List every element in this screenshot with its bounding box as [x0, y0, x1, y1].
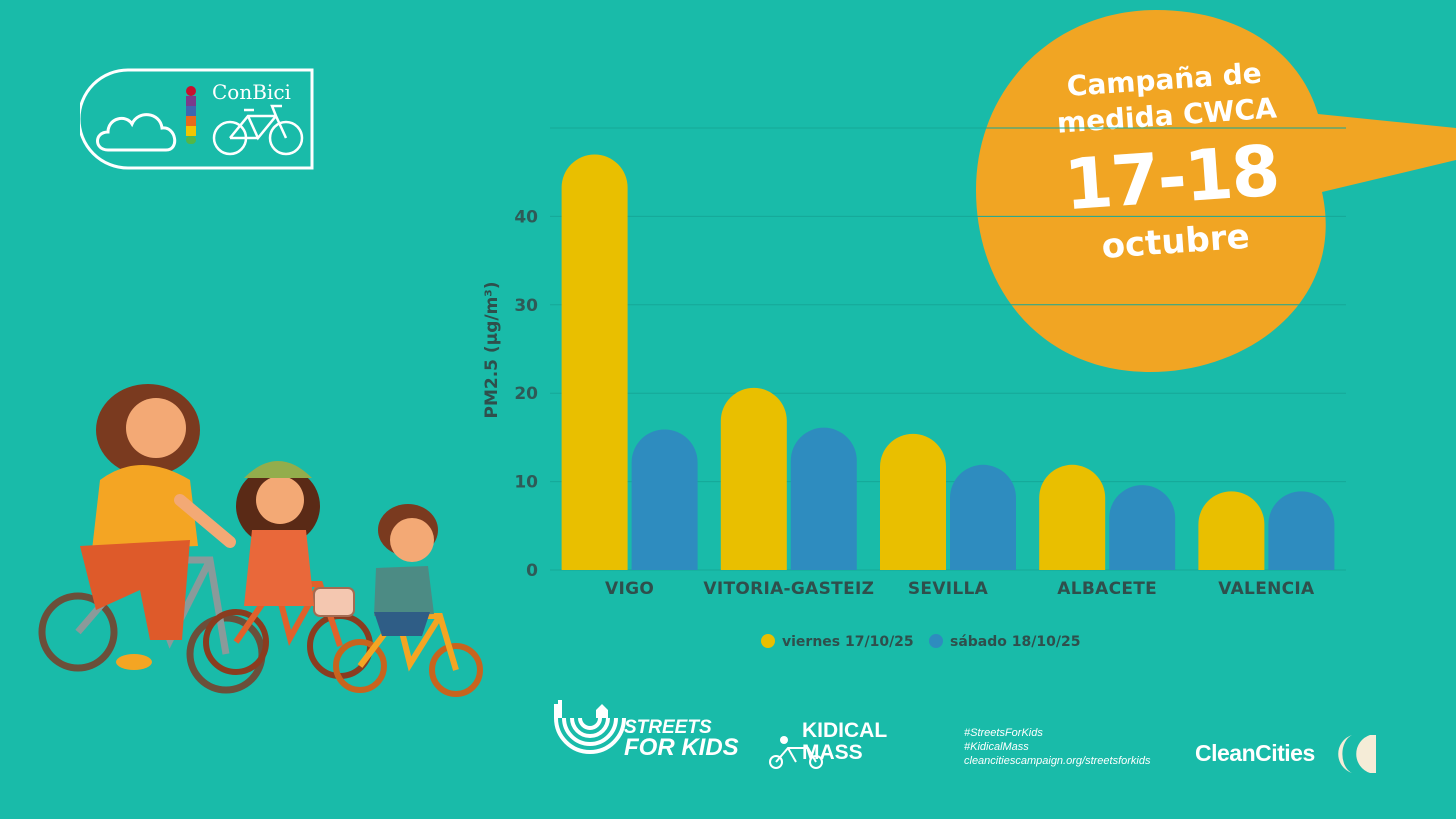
y-axis-label: PM2.5 (µg/m³)	[482, 282, 502, 419]
category-labels: VIGO VITORIA-GASTEIZ SEVILLA ALBACETE VALENC…	[605, 579, 1315, 599]
y-tick-label-3: 30	[514, 296, 538, 316]
kidical-line2: MASS	[802, 741, 863, 764]
x-category-label-0: VIGO	[605, 579, 654, 599]
bar-vitoria-gasteiz-viernes	[720, 387, 787, 570]
x-category-label-2: SEVILLA	[908, 579, 989, 599]
bicycle-icon	[212, 104, 304, 156]
x-category-label-4: VALENCIA	[1218, 579, 1315, 599]
cloud-icon	[96, 113, 177, 152]
streets-for-kids-text: STREETS FOR KIDS	[624, 717, 739, 761]
legend-label-0: viernes 17/10/25	[782, 634, 914, 650]
pm25-bar-chart: 0 10 20 30 40 VIGO VITORIA-GASTEIZ SEVILLA ALBA…	[482, 127, 1346, 650]
streets-line2: FOR KIDS	[624, 734, 739, 761]
bar-valencia-sabado	[1268, 491, 1335, 570]
city-skyline-icon	[554, 700, 608, 718]
bar-valencia-viernes	[1198, 491, 1265, 570]
campaign-bubble	[976, 10, 1456, 372]
brand-logo-text: ConBici	[212, 80, 291, 104]
legend: viernes 17/10/25 sábado 18/10/25	[761, 634, 1080, 650]
hashtag-kidicalmass: #KidicalMass	[964, 741, 1029, 753]
bar-vigo-viernes	[561, 154, 628, 570]
bar-vigo-sabado	[631, 429, 698, 570]
bar-sevilla-viernes	[880, 433, 946, 570]
y-tick-label-4: 40	[514, 207, 538, 227]
streets-for-kids-logo	[554, 700, 626, 754]
bars	[561, 154, 1335, 570]
conbici-logo	[80, 68, 314, 170]
air-quality-scale-icon	[186, 86, 196, 144]
legend-swatch-0	[761, 634, 775, 648]
bike-basket	[313, 587, 355, 617]
legend-swatch-1	[929, 634, 943, 648]
cleancities-text: CleanCities	[1195, 740, 1315, 766]
hashtags: #StreetsForKids #KidicalMass cleancities…	[964, 726, 1150, 768]
girl-figure	[236, 461, 320, 606]
mother-figure	[80, 384, 236, 670]
y-tick-label-2: 20	[514, 384, 538, 404]
campaign-url: cleancitiescampaign.org/streetsforkids	[964, 755, 1151, 767]
boy-figure	[374, 504, 438, 636]
bar-sevilla-sabado	[950, 464, 1016, 570]
kidical-mass-text: KIDICAL MASS	[802, 720, 887, 764]
legend-label-1: sábado 18/10/25	[950, 634, 1080, 650]
y-tick-label-0: 0	[526, 561, 538, 581]
bar-albacete-sabado	[1109, 485, 1176, 570]
family-cycling-illustration	[38, 384, 483, 697]
bar-albacete-viernes	[1039, 464, 1106, 570]
y-axis-ticks: 0 10 20 30 40	[514, 207, 538, 581]
x-category-label-3: ALBACETE	[1057, 579, 1157, 599]
cleancities-logo-icon	[1338, 735, 1376, 773]
cargo-bike-icon	[769, 736, 823, 769]
x-category-label-1: VITORIA-GASTEIZ	[703, 579, 874, 599]
hashtag-streetsforkids: #StreetsForKids	[964, 727, 1043, 739]
bar-vitoria-gasteiz-sabado	[790, 427, 857, 570]
streets-line1: STREETS	[624, 717, 712, 738]
y-tick-label-1: 10	[514, 473, 538, 493]
kidical-line1: KIDICAL	[802, 719, 888, 742]
